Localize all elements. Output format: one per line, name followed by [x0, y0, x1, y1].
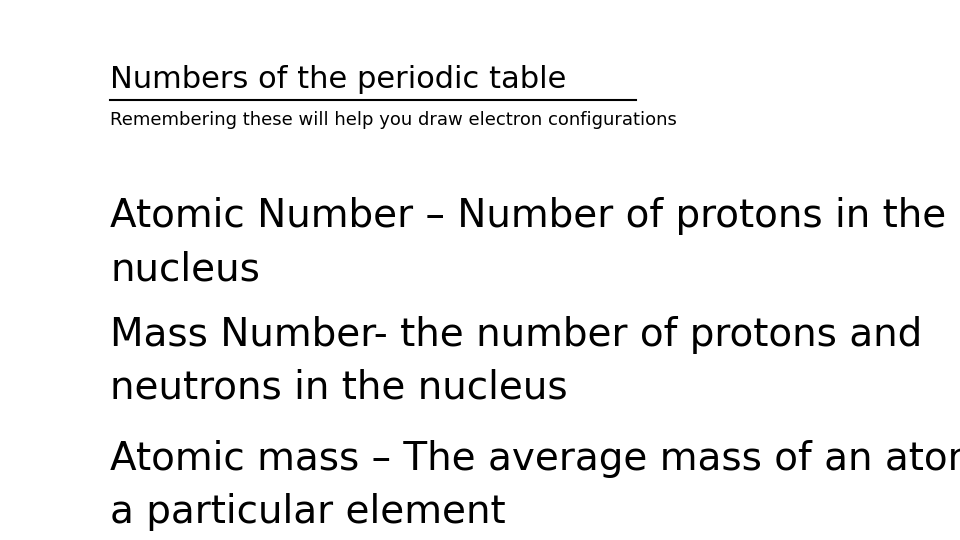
Text: Numbers of the periodic table: Numbers of the periodic table — [110, 65, 566, 94]
Text: Remembering these will help you draw electron configurations: Remembering these will help you draw ele… — [110, 111, 677, 129]
Text: Atomic mass – The average mass of an atom of
a particular element: Atomic mass – The average mass of an ato… — [110, 440, 960, 531]
Text: Atomic Number – Number of protons in the
nucleus: Atomic Number – Number of protons in the… — [110, 197, 947, 288]
Text: Mass Number- the number of protons and
neutrons in the nucleus: Mass Number- the number of protons and n… — [110, 316, 923, 407]
